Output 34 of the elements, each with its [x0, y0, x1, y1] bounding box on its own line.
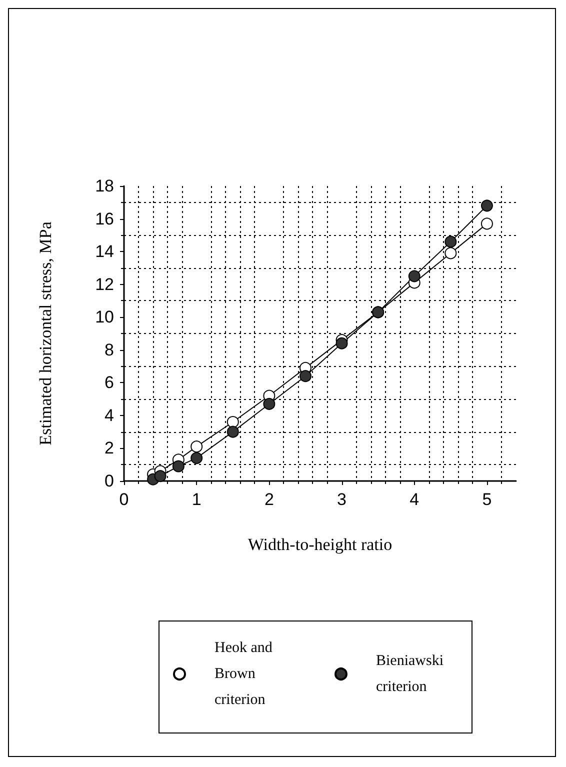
- point: [226, 416, 239, 428]
- point: [444, 236, 457, 248]
- point: [336, 337, 348, 350]
- legend-label: Bieniawski criterion: [376, 653, 448, 695]
- point: [154, 470, 166, 482]
- x-tick-label: 4: [410, 490, 420, 509]
- point: [299, 370, 312, 382]
- legend-label: Heok and Brown criterion: [214, 640, 276, 708]
- point: [172, 460, 184, 472]
- point: [226, 426, 239, 438]
- point: [263, 398, 276, 410]
- y-tick-label: 12: [95, 274, 114, 294]
- y-tick-label: 8: [104, 340, 114, 360]
- point: [480, 218, 493, 230]
- y-tick-label: 6: [104, 373, 114, 392]
- x-tick-label: 3: [337, 490, 347, 509]
- y-tick-label: 10: [95, 308, 114, 327]
- x-axis-title: Width-to-height ratio: [248, 535, 392, 554]
- point: [444, 247, 457, 260]
- x-tick-label: 5: [482, 490, 492, 509]
- point: [190, 440, 203, 453]
- y-tick-label: 0: [104, 472, 114, 490]
- x-tick-label: 0: [119, 490, 129, 509]
- x-tick-label: 2: [264, 490, 274, 509]
- y-tick-label: 16: [95, 209, 114, 228]
- y-tick-label: 18: [95, 176, 114, 196]
- point: [480, 200, 493, 212]
- point: [408, 270, 420, 282]
- y-tick-label: 4: [104, 406, 114, 425]
- y-tick-label: 2: [104, 438, 114, 458]
- x-tick-label: 1: [192, 490, 202, 509]
- y-tick-label: 14: [95, 242, 114, 262]
- y-axis-title: Estimated horizontal stress, MPa: [36, 221, 55, 446]
- point: [190, 452, 203, 464]
